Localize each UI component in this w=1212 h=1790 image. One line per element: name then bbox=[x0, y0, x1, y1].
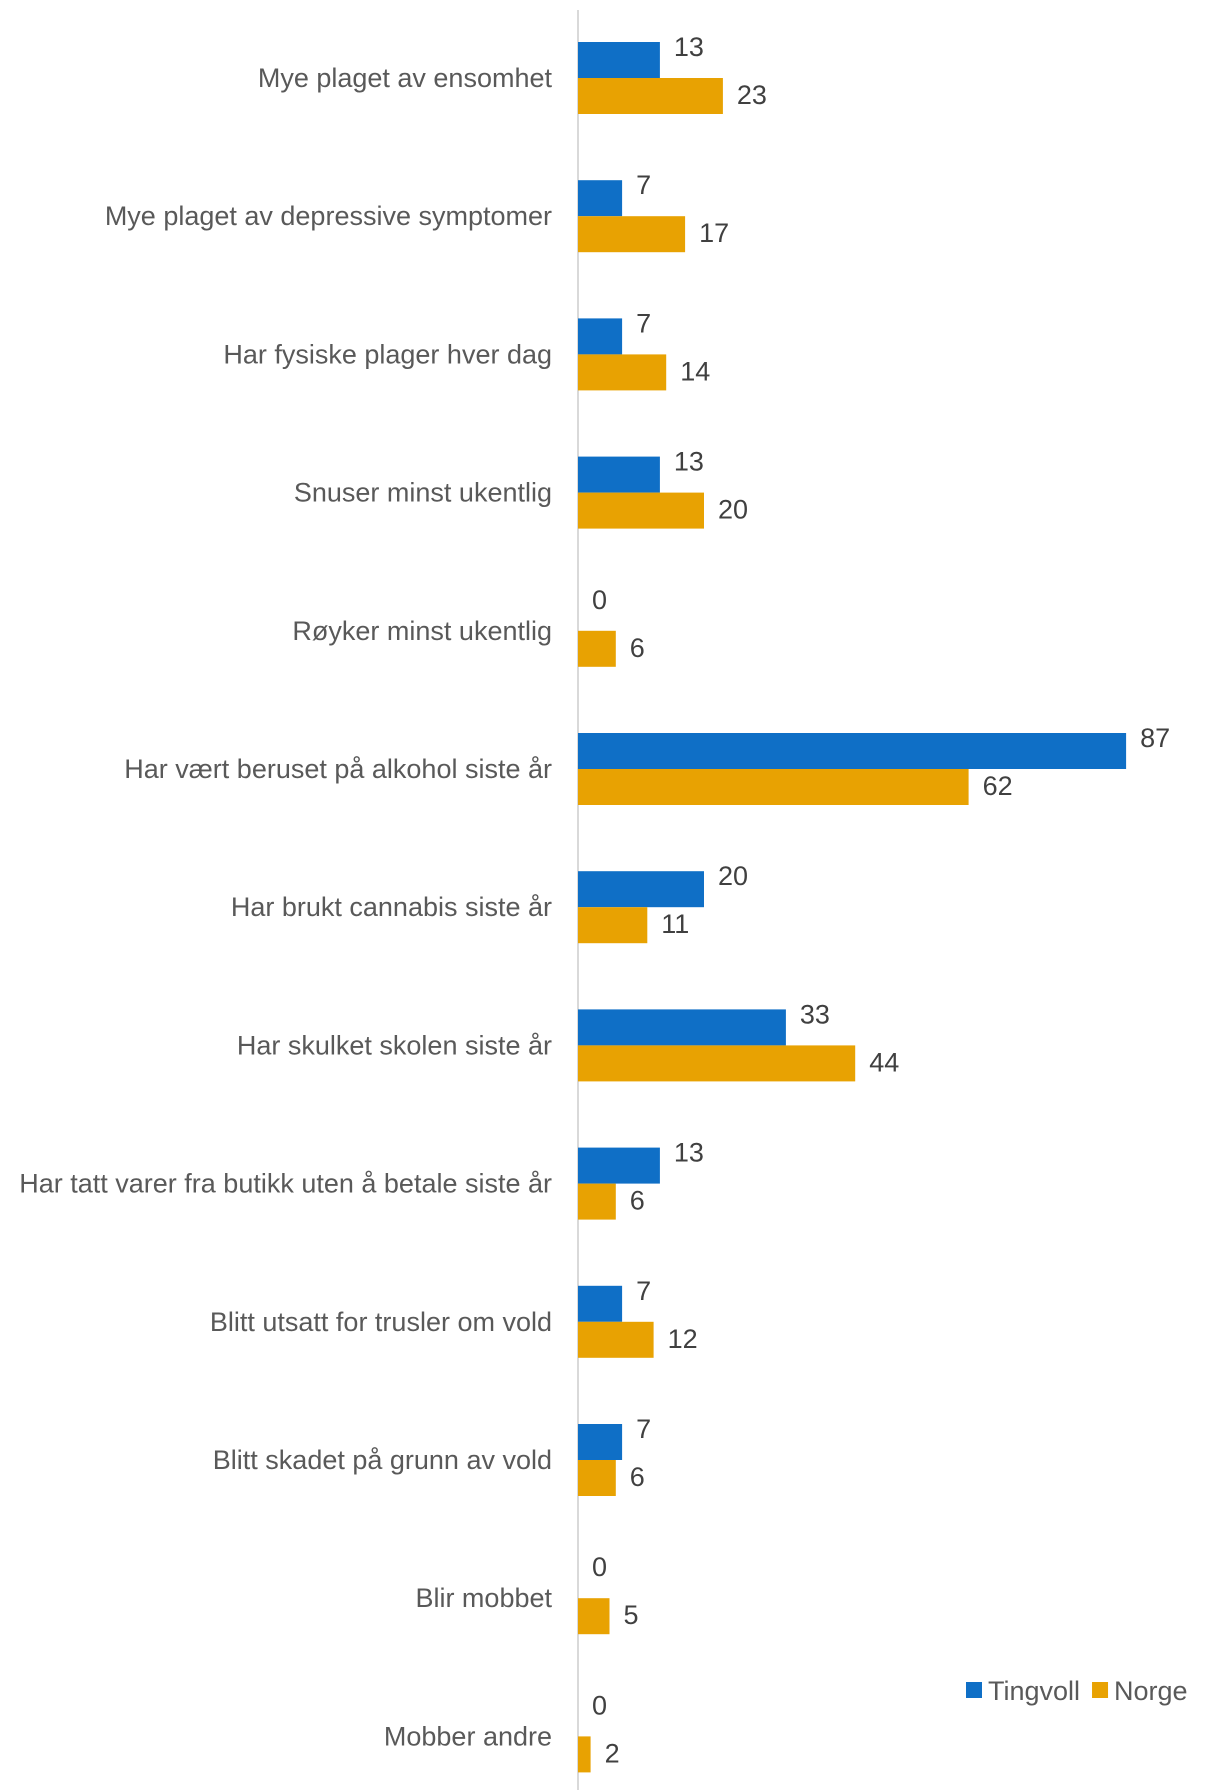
bar-norge bbox=[578, 1460, 616, 1496]
bar-tingvoll bbox=[578, 1285, 623, 1322]
category-label: Har fysiske plager hver dag bbox=[223, 339, 552, 369]
bar-tingvoll bbox=[578, 456, 660, 493]
data-label-norge: 11 bbox=[661, 909, 689, 939]
data-label-norge: 5 bbox=[624, 1600, 639, 1630]
category-label: Blitt skadet på grunn av vold bbox=[213, 1445, 552, 1475]
data-label-norge: 14 bbox=[680, 356, 710, 386]
data-label-norge: 6 bbox=[630, 1462, 645, 1492]
category-label: Blitt utsatt for trusler om vold bbox=[210, 1307, 552, 1337]
data-label-tingvoll: 0 bbox=[592, 585, 607, 615]
bar-tingvoll bbox=[578, 1147, 660, 1184]
category-label: Har tatt varer fra butikk uten å betale … bbox=[19, 1169, 552, 1199]
bar-norge bbox=[578, 769, 969, 805]
bar-norge bbox=[578, 630, 616, 667]
bar-norge bbox=[578, 1598, 610, 1635]
data-label-norge: 44 bbox=[869, 1047, 899, 1077]
data-label-norge: 2 bbox=[605, 1738, 620, 1768]
category-label: Snuser minst ukentlig bbox=[294, 478, 552, 508]
bar-tingvoll bbox=[578, 1009, 786, 1046]
bar-norge bbox=[578, 354, 667, 391]
bar-norge bbox=[578, 216, 686, 253]
category-label: Har skulket skolen siste år bbox=[237, 1030, 552, 1060]
data-label-norge: 20 bbox=[718, 495, 748, 525]
data-label-tingvoll: 13 bbox=[674, 32, 704, 62]
data-label-tingvoll: 13 bbox=[674, 447, 704, 477]
bar-tingvoll bbox=[578, 180, 623, 217]
data-label-tingvoll: 7 bbox=[636, 1276, 651, 1306]
data-label-norge: 23 bbox=[737, 80, 767, 110]
data-label-norge: 6 bbox=[630, 633, 645, 663]
legend: Tingvoll Norge bbox=[966, 1676, 1188, 1706]
bar-norge bbox=[578, 492, 704, 529]
data-label-tingvoll: 13 bbox=[674, 1138, 704, 1168]
legend-label-tingvoll: Tingvoll bbox=[988, 1676, 1080, 1706]
bar-norge bbox=[578, 1183, 616, 1220]
data-label-tingvoll: 7 bbox=[636, 1414, 651, 1444]
bar-norge bbox=[578, 1045, 856, 1082]
data-label-tingvoll: 0 bbox=[592, 1552, 607, 1582]
bar-norge bbox=[578, 907, 648, 944]
bar-norge bbox=[578, 78, 723, 114]
data-label-norge: 12 bbox=[668, 1324, 698, 1354]
data-label-tingvoll: 0 bbox=[592, 1690, 607, 1720]
data-label-tingvoll: 20 bbox=[718, 861, 748, 891]
bar-norge bbox=[578, 1736, 591, 1773]
data-label-tingvoll: 7 bbox=[636, 308, 651, 338]
legend-label-norge: Norge bbox=[1114, 1676, 1188, 1706]
category-label: Blir mobbet bbox=[415, 1583, 552, 1613]
data-label-tingvoll: 33 bbox=[800, 999, 830, 1029]
bar-tingvoll bbox=[578, 733, 1127, 769]
bar-tingvoll bbox=[578, 871, 704, 908]
data-label-tingvoll: 7 bbox=[636, 170, 651, 200]
data-label-norge: 17 bbox=[699, 218, 729, 248]
category-label: Har brukt cannabis siste år bbox=[231, 892, 552, 922]
legend-swatch-tingvoll bbox=[966, 1682, 982, 1698]
bar-tingvoll bbox=[578, 42, 660, 78]
category-label: Har vært beruset på alkohol siste år bbox=[124, 754, 552, 784]
bar-tingvoll bbox=[578, 318, 623, 355]
bar-norge bbox=[578, 1321, 654, 1358]
data-label-norge: 6 bbox=[630, 1186, 645, 1216]
category-label: Mye plaget av ensomhet bbox=[258, 63, 553, 93]
category-label: Røyker minst ukentlig bbox=[292, 616, 552, 646]
data-label-tingvoll: 87 bbox=[1140, 723, 1170, 753]
category-label: Mye plaget av depressive symptomer bbox=[105, 201, 552, 231]
data-label-norge: 62 bbox=[983, 771, 1013, 801]
legend-swatch-norge bbox=[1092, 1682, 1109, 1698]
category-label: Mobber andre bbox=[384, 1721, 552, 1751]
bar-tingvoll bbox=[578, 1424, 623, 1460]
